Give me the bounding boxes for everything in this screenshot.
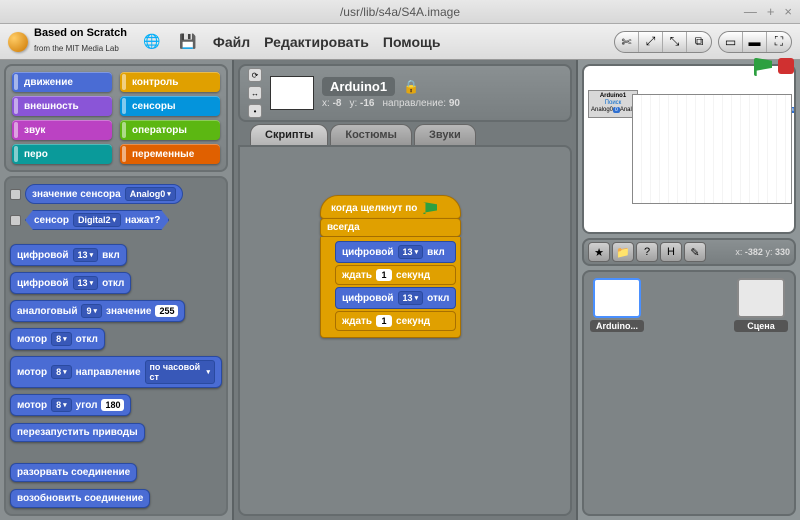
wait-block[interactable]: ждать 1 секунд xyxy=(335,265,456,285)
category-переменные[interactable]: переменные xyxy=(120,144,220,164)
duplicate-tool-icon[interactable]: ⧉ xyxy=(687,32,711,52)
forever-body: цифровой 13 вкл ждать 1 секунд цифровой … xyxy=(320,237,461,338)
arduino-board-drawing xyxy=(632,94,792,204)
watch-checkbox[interactable] xyxy=(10,189,21,200)
grow-tool-icon[interactable]: ⤢ xyxy=(639,32,663,52)
shrink-tool-icon[interactable]: ⤡ xyxy=(663,32,687,52)
sensor-value-reporter[interactable]: значение сенсора Analog0 xyxy=(25,184,183,204)
rotate-style-flip-icon[interactable]: ↔ xyxy=(248,86,262,100)
presentation-icon[interactable]: ⛶ xyxy=(767,32,791,52)
app-logo: Based on Scratch from the MIT Media Lab xyxy=(8,28,127,55)
green-flag-icon xyxy=(423,202,437,214)
tab-scripts[interactable]: Скрипты xyxy=(250,124,328,145)
stage-toolbar: ★ 📁 ? H ✎ x: -382 y: 330 xyxy=(582,238,796,266)
palette-block[interactable]: мотор 8 направление по часовой ст xyxy=(10,356,222,388)
block-palette: значение сенсора Analog0 сенсор Digital2 … xyxy=(4,176,228,516)
mouse-x: -382 xyxy=(745,247,763,257)
palette-block[interactable]: аналоговый 9 значение 255 xyxy=(10,300,185,322)
stamp-tool-icon[interactable]: ✄ xyxy=(615,32,639,52)
window-maximize-icon[interactable]: + xyxy=(767,4,775,19)
small-stage-icon[interactable]: ▭ xyxy=(719,32,743,52)
menu-edit[interactable]: Редактировать xyxy=(264,34,369,50)
sprite-direction: 90 xyxy=(449,98,460,109)
scripts-pane: ⟳ ↔ • Arduino1 🔒 x: -8 y: -16 направлени… xyxy=(232,60,578,520)
stage-tile[interactable]: Сцена xyxy=(734,278,788,332)
new-sprite-folder-icon[interactable]: 📁 xyxy=(612,242,634,262)
palette-block[interactable]: мотор 8 откл xyxy=(10,328,105,350)
digital-off-block[interactable]: цифровой 13 откл xyxy=(335,287,456,309)
hat-green-flag-block[interactable]: когда щелкнут по xyxy=(320,195,461,219)
script-canvas[interactable]: когда щелкнут по всегда цифровой 13 вкл … xyxy=(238,145,572,516)
category-внешность[interactable]: внешность xyxy=(12,96,112,116)
new-sprite-star-icon[interactable]: ★ xyxy=(588,242,610,262)
palette-block[interactable]: цифровой 13 откл xyxy=(10,272,131,294)
palette-block[interactable]: разорвать соединение xyxy=(10,463,137,482)
blocks-panel: движение контроль внешность сенсоры звук опер… xyxy=(0,60,232,520)
toolbar-view-group: ▭ ▬ ⛶ xyxy=(718,31,792,53)
category-сенсоры[interactable]: сенсоры xyxy=(120,96,220,116)
new-sprite-camera-icon[interactable]: H xyxy=(660,242,682,262)
category-перо[interactable]: перо xyxy=(12,144,112,164)
sprite-list: Arduino... Сцена xyxy=(582,270,796,516)
palette-block[interactable]: перезапустить приводы xyxy=(10,423,145,442)
category-операторы[interactable]: операторы xyxy=(120,120,220,140)
sprite-thumbnail xyxy=(270,76,314,110)
category-selector: движение контроль внешность сенсоры звук опер… xyxy=(4,64,228,172)
menu-help[interactable]: Помощь xyxy=(383,34,441,50)
palette-block[interactable]: мотор 8 угол 180 xyxy=(10,394,131,416)
green-flag-button[interactable] xyxy=(754,58,772,76)
sprite-y: -16 xyxy=(360,98,374,109)
sensor-pressed-bool[interactable]: сенсор Digital2 нажат? xyxy=(25,210,169,230)
script-stack[interactable]: когда щелкнут по всегда цифровой 13 вкл … xyxy=(320,195,461,338)
sprite-x: -8 xyxy=(333,98,342,109)
palette-block[interactable]: возобновить соединение xyxy=(10,489,150,508)
main-toolbar: Based on Scratch from the MIT Media Lab … xyxy=(0,24,800,60)
wait-block-2[interactable]: ждать 1 секунд xyxy=(335,311,456,331)
sprite-tile-arduino[interactable]: Arduino... xyxy=(590,278,644,332)
sprite-header: ⟳ ↔ • Arduino1 🔒 x: -8 y: -16 направлени… xyxy=(238,64,572,122)
editor-tabs: Скрипты Костюмы Звуки xyxy=(250,124,576,145)
new-sprite-paint-icon[interactable]: ✎ xyxy=(684,242,706,262)
large-stage-icon[interactable]: ▬ xyxy=(743,32,767,52)
lock-icon[interactable]: 🔒 xyxy=(403,79,419,95)
sensor-overlay: Arduino1 Поиск Analog00Analog10Analog20A… xyxy=(588,90,638,118)
save-button[interactable]: 💾 xyxy=(177,31,199,53)
brand-title: Based on Scratch xyxy=(34,28,127,39)
toolbar-tool-group: ✄ ⤢ ⤡ ⧉ xyxy=(614,31,712,53)
category-движение[interactable]: движение xyxy=(12,72,112,92)
language-button[interactable]: 🌐 xyxy=(141,31,163,53)
mouse-y: 330 xyxy=(775,247,790,257)
category-звук[interactable]: звук xyxy=(12,120,112,140)
window-minimize-icon[interactable]: — xyxy=(744,4,757,19)
window-title: /usr/lib/s4a/S4A.image xyxy=(340,5,460,19)
watch-checkbox-2[interactable] xyxy=(10,215,21,226)
stage-panel: Arduino1 Поиск Analog00Analog10Analog20A… xyxy=(578,60,800,520)
rotate-style-full-icon[interactable]: ⟳ xyxy=(248,68,262,82)
menu-file[interactable]: Файл xyxy=(213,34,250,50)
new-sprite-surprise-icon[interactable]: ? xyxy=(636,242,658,262)
tab-sounds[interactable]: Звуки xyxy=(414,124,476,145)
forever-block[interactable]: всегда xyxy=(320,218,461,237)
window-close-icon[interactable]: × xyxy=(784,4,792,19)
palette-block[interactable]: цифровой 13 вкл xyxy=(10,244,127,266)
category-контроль[interactable]: контроль xyxy=(120,72,220,92)
brand-subtitle: from the MIT Media Lab xyxy=(34,44,119,53)
sensor-row: Analog00 xyxy=(591,107,620,113)
stage-view[interactable]: Arduino1 Поиск Analog00Analog10Analog20A… xyxy=(582,64,796,234)
logo-icon xyxy=(8,32,28,52)
digital-on-block[interactable]: цифровой 13 вкл xyxy=(335,241,456,263)
tab-costumes[interactable]: Костюмы xyxy=(330,124,412,145)
rotate-style-none-icon[interactable]: • xyxy=(248,104,262,118)
sprite-name-field[interactable]: Arduino1 xyxy=(322,77,395,96)
window-titlebar: /usr/lib/s4a/S4A.image — + × xyxy=(0,0,800,24)
stop-button[interactable] xyxy=(778,58,794,74)
